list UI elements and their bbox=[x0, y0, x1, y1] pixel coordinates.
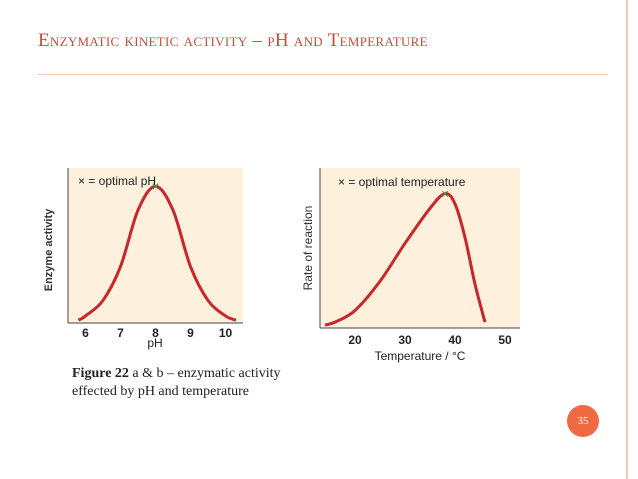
x-axis-label: pH bbox=[147, 336, 162, 350]
slide-right-border bbox=[626, 0, 628, 479]
x-tick-label: 7 bbox=[117, 326, 124, 340]
y-axis-label: Enzyme activity bbox=[43, 208, 55, 291]
x-tick-label: 10 bbox=[219, 326, 233, 340]
plot-area bbox=[68, 168, 243, 323]
x-tick-label: 30 bbox=[398, 333, 412, 347]
figure-caption: Figure 22 a & b – enzymatic activity eff… bbox=[72, 365, 292, 401]
x-tick-label: 20 bbox=[348, 333, 362, 347]
x-tick-label: 40 bbox=[448, 333, 462, 347]
activity-curve bbox=[77, 184, 237, 322]
chart-legend: × = optimal temperature bbox=[338, 175, 466, 189]
y-axis-label: Rate of reaction bbox=[301, 206, 315, 291]
plot-area bbox=[320, 168, 520, 328]
optimum-marker: × bbox=[151, 178, 159, 194]
chart-legend: × = optimal pH bbox=[78, 174, 156, 188]
ph-activity-chart: × = optimal pH Enzyme activity pH 6 7 8 9 10… bbox=[43, 168, 243, 350]
x-tick-label: 9 bbox=[187, 326, 194, 340]
x-tick-label: 8 bbox=[152, 326, 159, 340]
temperature-rate-chart: × = optimal temperature Rate of reaction… bbox=[301, 168, 520, 363]
figure-caption-label: Figure 22 bbox=[72, 366, 129, 381]
slide-title: Enzymatic kinetic activity – pH and Temp… bbox=[38, 30, 428, 51]
optimum-marker: × bbox=[441, 186, 449, 202]
rate-curve bbox=[324, 192, 487, 327]
x-tick-label: 50 bbox=[498, 333, 512, 347]
figure-caption-text: a & b – enzymatic activity effected by p… bbox=[72, 366, 281, 399]
page-number-badge: 35 bbox=[567, 405, 599, 437]
x-tick-label: 6 bbox=[82, 326, 89, 340]
title-divider bbox=[38, 74, 608, 75]
x-axis-label: Temperature / °C bbox=[375, 349, 466, 363]
